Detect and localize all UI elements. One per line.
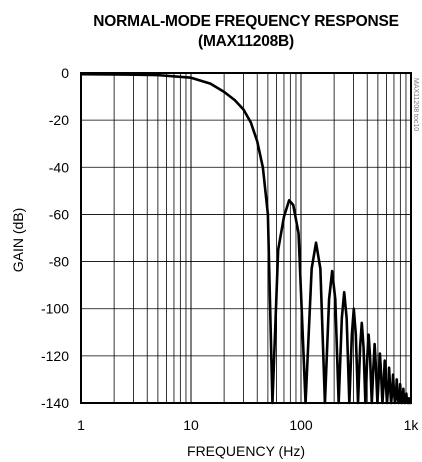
y-tick-label: -60 (49, 206, 69, 222)
y-tick-label: -20 (49, 112, 69, 128)
chart-subtitle: (MAX11208B) (198, 33, 294, 50)
y-tick-label: -40 (49, 159, 69, 175)
x-tick-labels: 1 10 100 1k (77, 417, 419, 433)
chart-title: NORMAL-MODE FREQUENCY RESPONSE (93, 13, 398, 30)
y-tick-label: 0 (61, 65, 69, 81)
x-tick-label: 100 (289, 417, 313, 433)
y-axis-label: GAIN (dB) (10, 208, 26, 273)
y-tick-label: -80 (49, 254, 69, 270)
y-tick-label: -100 (41, 301, 69, 317)
x-tick-label: 1 (77, 417, 85, 433)
x-axis-label: FREQUENCY (Hz) (187, 443, 305, 459)
series-line-gain (80, 72, 412, 405)
y-tick-labels: 0 -20 -40 -60 -80 -100 -120 -140 (41, 65, 69, 411)
grid-lines (81, 73, 411, 403)
y-tick-label: -140 (41, 395, 69, 411)
x-tick-label: 1k (404, 417, 420, 433)
plot-frame (80, 72, 412, 404)
y-tick-label: -120 (41, 348, 69, 364)
x-tick-label: 10 (183, 417, 199, 433)
figure-code: MAX11208 toc10 (412, 78, 419, 131)
plot-curves (80, 72, 412, 405)
